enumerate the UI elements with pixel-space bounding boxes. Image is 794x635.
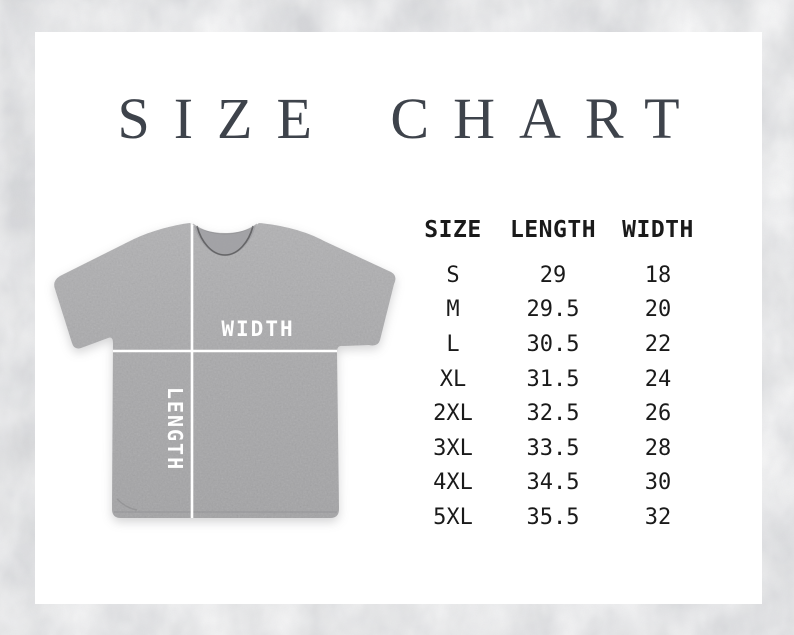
cell-length: 30.5 (526, 331, 580, 357)
size-table: SIZE LENGTH WIDTH S 29 18 M 29.5 20 L 30… (403, 208, 713, 535)
cell-width: 30 (644, 470, 672, 496)
table-row: M 29.5 20 (403, 293, 713, 328)
page-title: SIZE CHART (117, 86, 704, 151)
collar-rib-line (192, 223, 258, 235)
table-row: XL 31.5 24 (403, 362, 713, 397)
cell-length: 35.5 (526, 504, 580, 530)
cell-width: 22 (644, 331, 672, 357)
cell-size: L (446, 331, 460, 357)
column-header-length: LENGTH (509, 217, 597, 243)
cell-width: 24 (644, 366, 672, 392)
cell-size: M (446, 297, 460, 323)
cell-size: 5XL (433, 504, 473, 530)
tshirt-illustration: WIDTH LENGTH (54, 223, 396, 518)
cell-length: 29.5 (526, 297, 580, 323)
cell-width: 26 (644, 401, 672, 427)
cell-size: 4XL (433, 470, 473, 496)
cell-size: 2XL (433, 401, 473, 427)
cell-length: 33.5 (526, 435, 580, 461)
cell-width: 32 (644, 504, 672, 530)
cell-length: 29 (539, 262, 567, 288)
wrinkle (116, 498, 138, 511)
cell-size: S (446, 262, 460, 288)
cell-width: 20 (644, 297, 672, 323)
size-table-header: SIZE LENGTH WIDTH (403, 208, 713, 252)
cell-size: XL (439, 366, 467, 392)
width-label: WIDTH (221, 317, 294, 341)
cell-length: 34.5 (526, 470, 580, 496)
cell-length: 31.5 (526, 366, 580, 392)
table-row: 4XL 34.5 30 (403, 466, 713, 501)
table-row: 5XL 35.5 32 (403, 500, 713, 535)
table-row: 2XL 32.5 26 (403, 396, 713, 431)
column-header-size: SIZE (424, 217, 482, 243)
cell-size: 3XL (433, 435, 473, 461)
size-table-body: S 29 18 M 29.5 20 L 30.5 22 XL 31.5 24 2… (403, 258, 713, 535)
cell-width: 18 (644, 262, 672, 288)
collar-seam (196, 225, 254, 256)
length-label: LENGTH (163, 387, 187, 471)
column-header-width: WIDTH (622, 217, 694, 243)
table-row: 3XL 33.5 28 (403, 431, 713, 466)
table-row: L 30.5 22 (403, 327, 713, 362)
table-row: S 29 18 (403, 258, 713, 293)
fabric-texture (54, 223, 396, 518)
cell-width: 28 (644, 435, 672, 461)
cell-length: 32.5 (526, 401, 580, 427)
